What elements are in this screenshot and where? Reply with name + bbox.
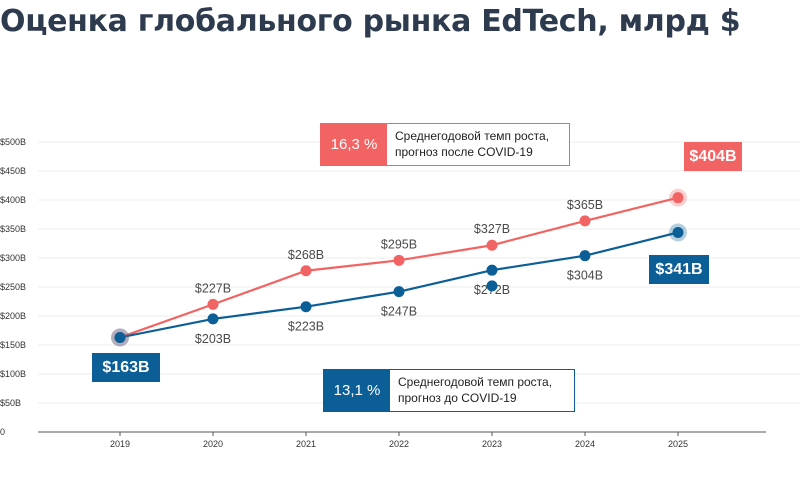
x-tick-label: 2023 bbox=[482, 439, 502, 449]
pre-data-label: $247B bbox=[381, 305, 417, 319]
post-data-label: $327B bbox=[474, 222, 510, 236]
x-tick-label: 2019 bbox=[110, 439, 130, 449]
pre-covid-cagr-rate: 13,1 % bbox=[324, 370, 390, 411]
post-covid-cagr-rate: 16,3 % bbox=[321, 124, 387, 165]
pre-data-label: $203B bbox=[195, 332, 231, 346]
post-data-label: $365B bbox=[567, 198, 603, 212]
post-point bbox=[300, 265, 312, 277]
y-tick-label: $100B bbox=[0, 369, 26, 379]
post-data-label: $268B bbox=[288, 248, 324, 262]
post-data-label: $295B bbox=[381, 237, 417, 251]
pre-point bbox=[579, 250, 591, 262]
post-data-label: $227B bbox=[195, 281, 231, 295]
y-tick-label: $450B bbox=[0, 166, 26, 176]
x-tick-label: 2020 bbox=[203, 439, 223, 449]
start-value-badge: $163B bbox=[92, 353, 160, 382]
y-tick-label: $250B bbox=[0, 282, 26, 292]
y-tick-label: $50B bbox=[0, 398, 21, 408]
post-point bbox=[207, 298, 219, 310]
post-point bbox=[393, 254, 405, 266]
post-covid-cagr-callout: 16,3 % Среднегодовой темп роста, прогноз… bbox=[320, 123, 570, 166]
x-tick-label: 2022 bbox=[389, 439, 409, 449]
pre-data-label: $223B bbox=[288, 320, 324, 334]
pre-point bbox=[300, 301, 312, 313]
y-tick-label: $200B bbox=[0, 311, 26, 321]
x-tick-label: 2025 bbox=[668, 439, 688, 449]
pre-covid-end-badge: $341B bbox=[649, 255, 709, 284]
pre-covid-cagr-callout: 13,1 % Среднегодовой темп роста, прогноз… bbox=[323, 369, 575, 412]
pre-covid-cagr-text: Среднегодовой темп роста, прогноз до COV… bbox=[398, 374, 553, 405]
y-tick-label: $300B bbox=[0, 253, 26, 263]
x-tick-label: 2024 bbox=[575, 439, 595, 449]
post-point bbox=[672, 192, 684, 204]
pre-point bbox=[114, 331, 126, 343]
chart-title: Оценка глобального рынка EdTech, млрд $ bbox=[0, 4, 741, 39]
post-covid-end-badge: $404B bbox=[684, 142, 742, 171]
pre-data-label: $304B bbox=[567, 269, 603, 283]
x-tick-label: 2021 bbox=[296, 439, 316, 449]
extra-point bbox=[486, 280, 498, 292]
y-tick-label: 0 bbox=[0, 427, 5, 437]
post-covid-cagr-text: Среднегодовой темп роста, прогноз после … bbox=[395, 128, 550, 159]
y-tick-label: $350B bbox=[0, 224, 26, 234]
y-tick-label: $150B bbox=[0, 340, 26, 350]
pre-point bbox=[486, 264, 498, 276]
y-tick-label: $400B bbox=[0, 195, 26, 205]
post-point bbox=[579, 215, 591, 227]
pre-point bbox=[393, 286, 405, 298]
pre-point bbox=[207, 313, 219, 325]
pre-point bbox=[672, 226, 684, 238]
y-tick-label: $500B bbox=[0, 137, 26, 147]
post-point bbox=[486, 239, 498, 251]
